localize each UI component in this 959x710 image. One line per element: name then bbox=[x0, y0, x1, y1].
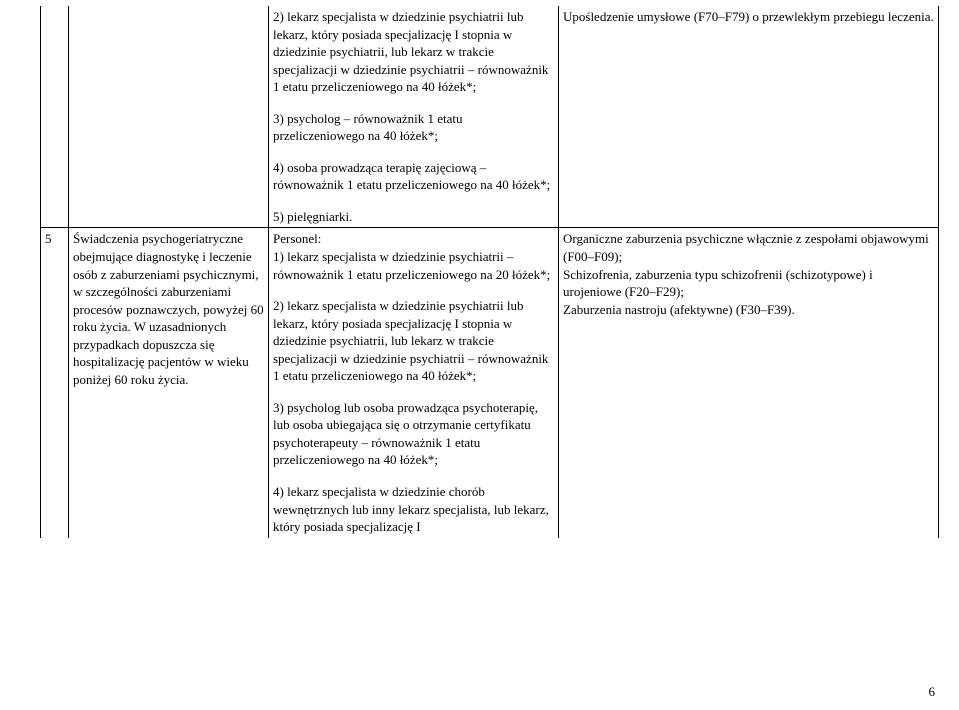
row5-name-text: Świadczenia psychogeriatryczne obejmując… bbox=[73, 231, 264, 386]
prev-personnel-p1: 2) lekarz specjalista w dziedzinie psych… bbox=[273, 8, 554, 96]
table-row-prev: 2) lekarz specjalista w dziedzinie psych… bbox=[41, 6, 939, 228]
cell-5-num: 5 bbox=[41, 228, 69, 538]
row5-number: 5 bbox=[45, 231, 52, 246]
cell-prev-diagnosis: Upośledzenie umysłowe (F70–F79) o przewl… bbox=[559, 6, 939, 228]
cell-prev-name bbox=[69, 6, 269, 228]
cell-5-name: Świadczenia psychogeriatryczne obejmując… bbox=[69, 228, 269, 538]
row5-personnel-p5: 4) lekarz specjalista w dziedzinie choró… bbox=[273, 483, 554, 536]
row5-personnel-p3: 2) lekarz specjalista w dziedzinie psych… bbox=[273, 297, 554, 385]
table-row-5: 5 Świadczenia psychogeriatryczne obejmuj… bbox=[41, 228, 939, 538]
row5-diag-p2: Schizofrenia, zaburzenia typu schizofren… bbox=[563, 266, 934, 301]
prev-personnel-p2: 3) psycholog – równoważnik 1 etatu przel… bbox=[273, 110, 554, 145]
prev-diagnosis-text: Upośledzenie umysłowe (F70–F79) o przewl… bbox=[563, 9, 934, 24]
cell-prev-num bbox=[41, 6, 69, 228]
prev-personnel-p3: 4) osoba prowadząca terapię zajęciową – … bbox=[273, 159, 554, 194]
row5-personnel-p2: 1) lekarz specjalista w dziedzinie psych… bbox=[273, 248, 554, 283]
row5-personnel-p1: Personel: bbox=[273, 230, 554, 248]
row5-personnel-p4: 3) psycholog lub osoba prowadząca psycho… bbox=[273, 399, 554, 469]
row5-diag-p3: Zaburzenia nastroju (afektywne) (F30–F39… bbox=[563, 301, 934, 319]
page: 2) lekarz specjalista w dziedzinie psych… bbox=[0, 0, 959, 710]
cell-prev-personnel: 2) lekarz specjalista w dziedzinie psych… bbox=[269, 6, 559, 228]
page-number: 6 bbox=[929, 684, 936, 700]
prev-personnel-p4: 5) pielęgniarki. bbox=[273, 208, 554, 226]
cell-5-diagnosis: Organiczne zaburzenia psychiczne włączni… bbox=[559, 228, 939, 538]
cell-5-personnel: Personel: 1) lekarz specjalista w dziedz… bbox=[269, 228, 559, 538]
row5-diag-p1: Organiczne zaburzenia psychiczne włączni… bbox=[563, 230, 934, 265]
regulation-table: 2) lekarz specjalista w dziedzinie psych… bbox=[40, 6, 939, 538]
